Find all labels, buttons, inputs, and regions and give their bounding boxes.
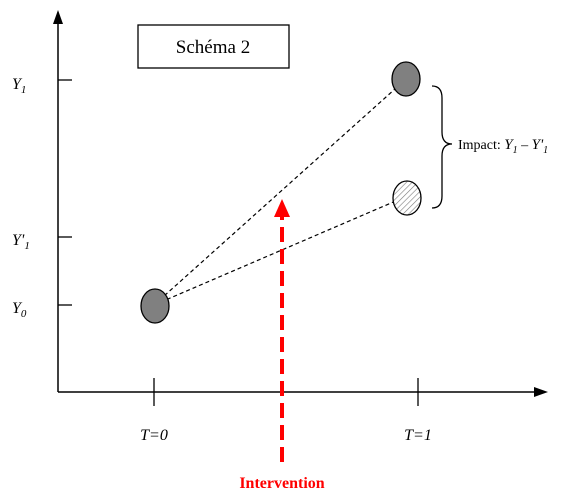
trajectory-line-counterfactual [153, 196, 406, 306]
node-y1 [391, 61, 421, 97]
y-axis-arrow [53, 10, 63, 24]
trajectory-line-treated [153, 79, 406, 306]
y-label-y1prime: Y'1 [12, 232, 30, 252]
node-y1prime [392, 180, 422, 216]
impact-label: Impact: Y1 – Y'1 [458, 137, 548, 156]
x-label-t0: T=0 [140, 427, 168, 444]
node-y0 [140, 288, 170, 324]
y-label-y1: Y1 [12, 76, 26, 96]
impact-brace [431, 85, 453, 209]
title-box: Schéma 2 [137, 24, 290, 69]
diagram-title: Schéma 2 [176, 37, 250, 58]
x-label-t1: T=1 [404, 427, 432, 444]
intervention-arrowhead [274, 199, 290, 217]
intervention-label: Intervention [239, 475, 324, 492]
x-axis-arrow [534, 387, 548, 397]
y-label-y0: Y0 [12, 300, 27, 320]
